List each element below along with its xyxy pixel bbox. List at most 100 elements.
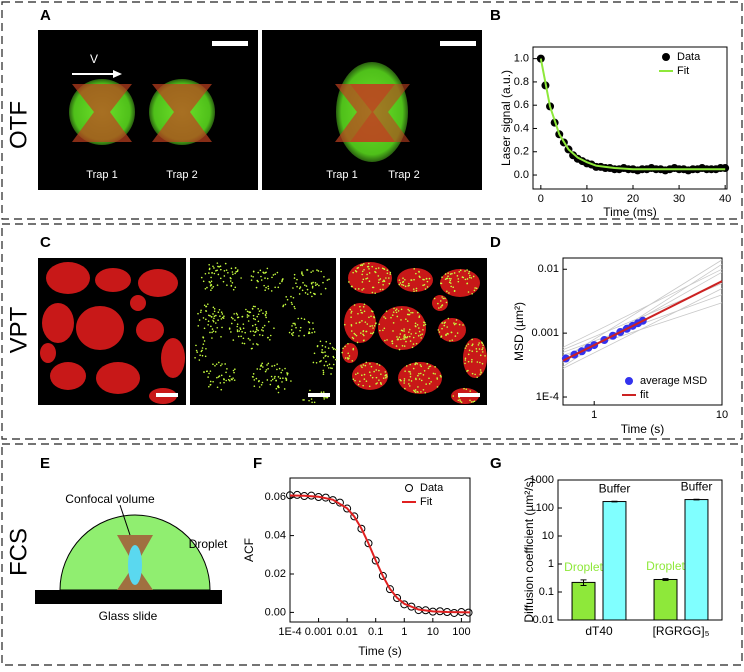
bead xyxy=(373,325,376,327)
bead xyxy=(220,374,223,377)
bead xyxy=(247,320,250,322)
bead xyxy=(266,267,269,270)
bead xyxy=(432,372,435,375)
bead xyxy=(212,285,215,288)
bead xyxy=(464,357,467,360)
bead xyxy=(448,277,451,280)
bead xyxy=(386,269,389,272)
bead xyxy=(308,399,310,402)
bead xyxy=(267,285,269,288)
bead xyxy=(208,280,211,283)
bead xyxy=(197,312,199,315)
bead xyxy=(352,378,355,380)
bead xyxy=(209,285,212,287)
bead xyxy=(209,315,211,317)
x-tick-label: 10 xyxy=(581,193,593,205)
bead xyxy=(402,284,405,287)
bead xyxy=(445,334,447,337)
bead xyxy=(470,277,473,279)
bead xyxy=(375,267,377,270)
bead xyxy=(384,339,386,342)
bead xyxy=(403,380,406,382)
bead xyxy=(456,275,459,277)
bead xyxy=(361,263,363,266)
bead xyxy=(212,320,215,323)
bead xyxy=(278,367,281,370)
bead xyxy=(393,307,395,310)
bead xyxy=(408,385,411,387)
bead xyxy=(468,276,471,279)
legend-swatch xyxy=(625,377,633,385)
bead xyxy=(352,271,354,274)
bead xyxy=(466,282,469,285)
bead xyxy=(422,374,425,376)
bead xyxy=(245,308,247,311)
bead xyxy=(221,313,224,315)
bead xyxy=(451,272,453,275)
bead xyxy=(264,277,266,279)
bead xyxy=(444,321,446,324)
bead xyxy=(453,323,456,326)
bead xyxy=(364,321,367,323)
bead xyxy=(210,289,212,291)
y-tick-label: 0.01 xyxy=(533,614,554,626)
bead xyxy=(408,383,410,385)
bead xyxy=(227,271,229,274)
bead xyxy=(267,362,270,365)
bead xyxy=(398,348,401,351)
bead xyxy=(257,280,259,283)
bead xyxy=(444,273,447,275)
bead xyxy=(208,268,211,271)
bead xyxy=(262,329,264,332)
bead xyxy=(362,333,364,336)
droplet-blob xyxy=(348,262,392,294)
y-tick-label: 0.02 xyxy=(265,568,286,580)
y-tick-label: 0.2 xyxy=(514,146,529,158)
bead xyxy=(283,388,286,390)
bead xyxy=(355,373,357,376)
bead xyxy=(399,282,402,284)
droplet-blob xyxy=(138,269,178,297)
bead xyxy=(360,332,362,334)
bead xyxy=(197,325,200,327)
bead xyxy=(286,373,289,376)
bead xyxy=(252,343,254,345)
bead xyxy=(306,293,309,295)
bead xyxy=(428,382,431,385)
bead xyxy=(302,274,304,277)
y-tick-label: 0.0 xyxy=(514,169,529,181)
bead xyxy=(257,343,259,346)
droplet-blob xyxy=(352,362,388,390)
bead xyxy=(216,284,219,286)
y-tick-label: 100 xyxy=(536,502,554,514)
bead xyxy=(426,362,429,365)
bead xyxy=(439,374,442,377)
bead xyxy=(213,272,216,275)
bead xyxy=(249,339,251,341)
bead xyxy=(395,308,398,310)
bead xyxy=(273,327,275,330)
bead xyxy=(411,346,414,349)
bead xyxy=(294,307,296,310)
bead xyxy=(320,270,322,273)
bead xyxy=(297,317,300,320)
bead xyxy=(269,339,271,341)
bead xyxy=(440,282,443,285)
bead xyxy=(314,282,317,284)
bead xyxy=(201,347,204,349)
bead xyxy=(275,379,277,382)
bead xyxy=(374,292,376,294)
bead xyxy=(255,328,258,331)
bead xyxy=(361,289,363,291)
bead xyxy=(234,267,237,269)
bead xyxy=(284,367,286,370)
bead xyxy=(211,337,213,339)
bead xyxy=(215,269,217,272)
bead xyxy=(405,340,407,343)
bead xyxy=(471,350,474,352)
bead xyxy=(230,322,233,325)
bead xyxy=(240,335,242,338)
legend-label: fit xyxy=(640,389,649,401)
bead xyxy=(246,316,249,318)
bead xyxy=(234,286,237,289)
